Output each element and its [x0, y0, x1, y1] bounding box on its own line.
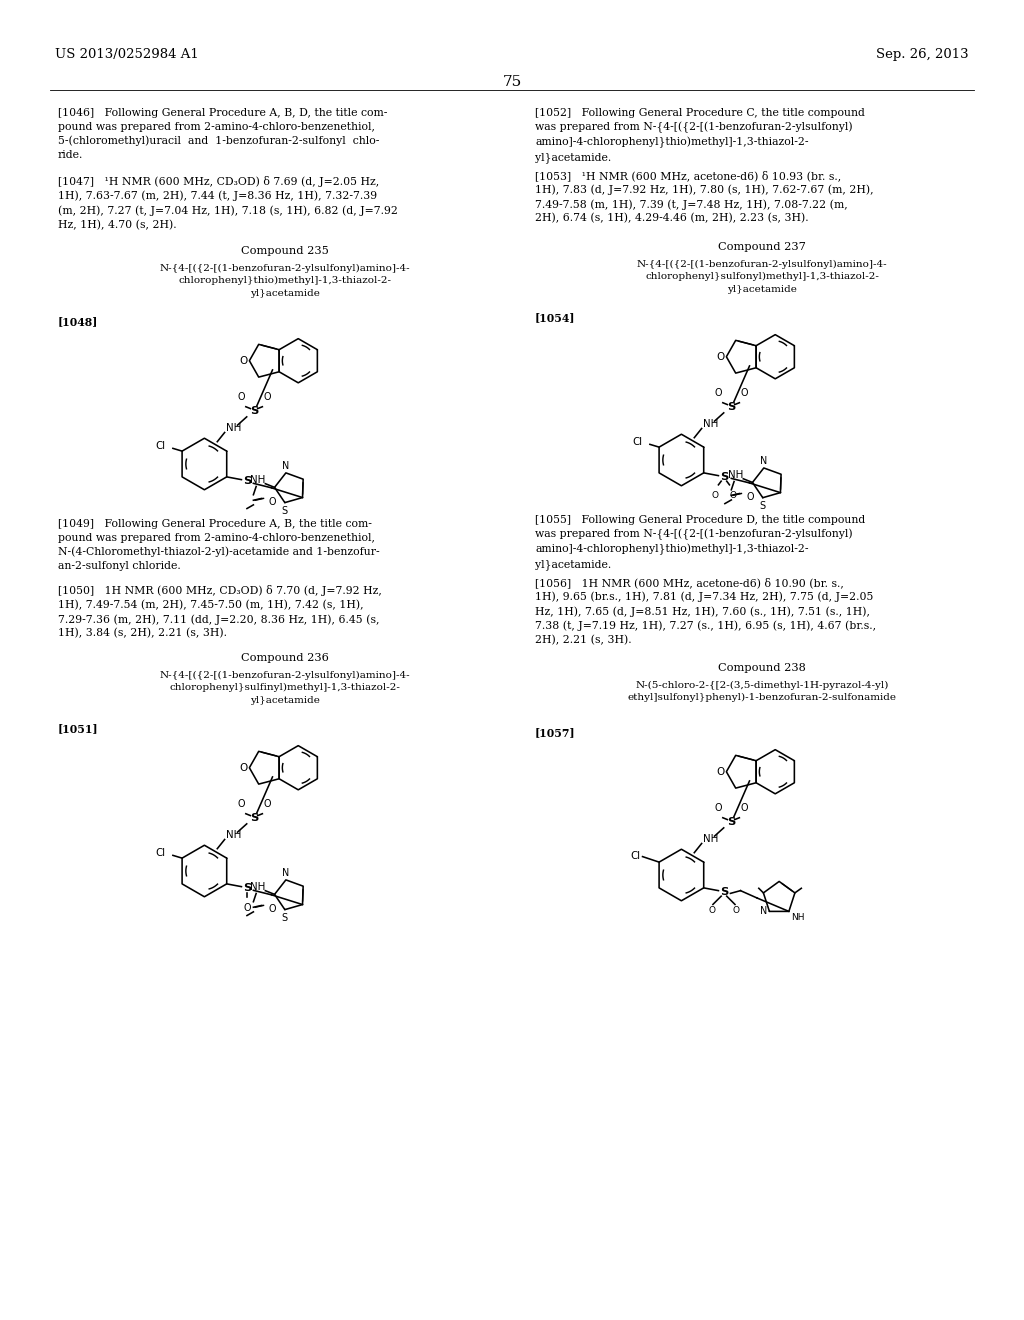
Text: NH: NH — [226, 422, 242, 433]
Text: O: O — [712, 491, 718, 499]
Text: N: N — [283, 461, 290, 471]
Text: [1056]   1H NMR (600 MHz, acetone-d6) δ 10.90 (br. s.,
1H), 9.65 (br.s., 1H), 7.: [1056] 1H NMR (600 MHz, acetone-d6) δ 10… — [535, 577, 877, 645]
Text: [1048]: [1048] — [58, 315, 98, 327]
Text: 75: 75 — [503, 75, 521, 88]
Text: O: O — [709, 907, 716, 915]
Text: O: O — [716, 767, 724, 776]
Text: Cl: Cl — [156, 441, 166, 450]
Text: [1046]   Following General Procedure A, B, D, the title com-
pound was prepared : [1046] Following General Procedure A, B,… — [58, 108, 387, 160]
Text: S: S — [282, 506, 288, 516]
Text: Compound 237: Compound 237 — [718, 242, 806, 252]
Text: N-{4-[({2-[(1-benzofuran-2-ylsulfonyl)amino]-4-
chlorophenyl}sulfonyl)methyl]-1,: N-{4-[({2-[(1-benzofuran-2-ylsulfonyl)am… — [637, 260, 888, 293]
Text: O: O — [263, 799, 270, 809]
Text: S: S — [282, 912, 288, 923]
Text: O: O — [716, 351, 724, 362]
Text: Compound 236: Compound 236 — [241, 653, 329, 663]
Text: Cl: Cl — [156, 847, 166, 858]
Text: Cl: Cl — [633, 437, 642, 446]
Text: O: O — [240, 763, 248, 772]
Text: NH: NH — [703, 834, 719, 843]
Text: S: S — [720, 887, 728, 898]
Text: Compound 238: Compound 238 — [718, 663, 806, 673]
Text: S: S — [243, 477, 251, 487]
Text: [1050]   1H NMR (600 MHz, CD₃OD) δ 7.70 (d, J=7.92 Hz,
1H), 7.49-7.54 (m, 2H), 7: [1050] 1H NMR (600 MHz, CD₃OD) δ 7.70 (d… — [58, 585, 382, 639]
Text: NH: NH — [703, 418, 719, 429]
Text: O: O — [268, 904, 275, 913]
Text: S: S — [760, 500, 766, 511]
Text: O: O — [243, 903, 251, 913]
Text: O: O — [730, 491, 736, 499]
Text: [1049]   Following General Procedure A, B, the title com-
pound was prepared fro: [1049] Following General Procedure A, B,… — [58, 519, 380, 570]
Text: N: N — [760, 455, 767, 466]
Text: O: O — [740, 803, 748, 813]
Text: O: O — [240, 355, 248, 366]
Text: NH: NH — [226, 830, 242, 840]
Text: [1053]   ¹H NMR (600 MHz, acetone-d6) δ 10.93 (br. s.,
1H), 7.83 (d, J=7.92 Hz, : [1053] ¹H NMR (600 MHz, acetone-d6) δ 10… — [535, 170, 873, 223]
Text: O: O — [740, 388, 748, 397]
Text: [1052]   Following General Procedure C, the title compound
was prepared from N-{: [1052] Following General Procedure C, th… — [535, 108, 865, 162]
Text: S: S — [243, 883, 251, 894]
Text: N: N — [760, 907, 767, 916]
Text: NH: NH — [250, 882, 265, 892]
Text: NH: NH — [250, 475, 265, 484]
Text: NH: NH — [728, 470, 743, 480]
Text: Compound 235: Compound 235 — [241, 246, 329, 256]
Text: Sep. 26, 2013: Sep. 26, 2013 — [877, 48, 969, 61]
Text: O: O — [732, 907, 739, 915]
Text: N: N — [283, 867, 290, 878]
Text: NH: NH — [791, 913, 805, 923]
Text: N-{4-[({2-[(1-benzofuran-2-ylsulfonyl)amino]-4-
chlorophenyl}thio)methyl]-1,3-th: N-{4-[({2-[(1-benzofuran-2-ylsulfonyl)am… — [160, 264, 411, 297]
Text: O: O — [263, 392, 270, 403]
Text: S: S — [250, 813, 258, 824]
Text: N-(5-chloro-2-{[2-(3,5-dimethyl-1H-pyrazol-4-yl)
ethyl]sulfonyl}phenyl)-1-benzof: N-(5-chloro-2-{[2-(3,5-dimethyl-1H-pyraz… — [628, 681, 896, 702]
Text: [1057]: [1057] — [535, 727, 575, 738]
Text: [1051]: [1051] — [58, 723, 98, 734]
Text: O: O — [268, 498, 275, 507]
Text: [1054]: [1054] — [535, 312, 575, 323]
Text: [1047]   ¹H NMR (600 MHz, CD₃OD) δ 7.69 (d, J=2.05 Hz,
1H), 7.63-7.67 (m, 2H), 7: [1047] ¹H NMR (600 MHz, CD₃OD) δ 7.69 (d… — [58, 176, 398, 230]
Text: S: S — [720, 473, 728, 483]
Text: US 2013/0252984 A1: US 2013/0252984 A1 — [55, 48, 199, 61]
Text: [1055]   Following General Procedure D, the title compound
was prepared from N-{: [1055] Following General Procedure D, th… — [535, 515, 865, 570]
Text: N-{4-[({2-[(1-benzofuran-2-ylsulfonyl)amino]-4-
chlorophenyl}sulfinyl)methyl]-1,: N-{4-[({2-[(1-benzofuran-2-ylsulfonyl)am… — [160, 671, 411, 705]
Text: Cl: Cl — [631, 850, 641, 861]
Text: S: S — [250, 407, 258, 416]
Text: S: S — [727, 817, 735, 828]
Text: O: O — [746, 492, 754, 502]
Text: S: S — [727, 403, 735, 412]
Text: O: O — [238, 799, 245, 809]
Text: O: O — [238, 392, 245, 403]
Text: O: O — [715, 803, 722, 813]
Text: O: O — [715, 388, 722, 397]
